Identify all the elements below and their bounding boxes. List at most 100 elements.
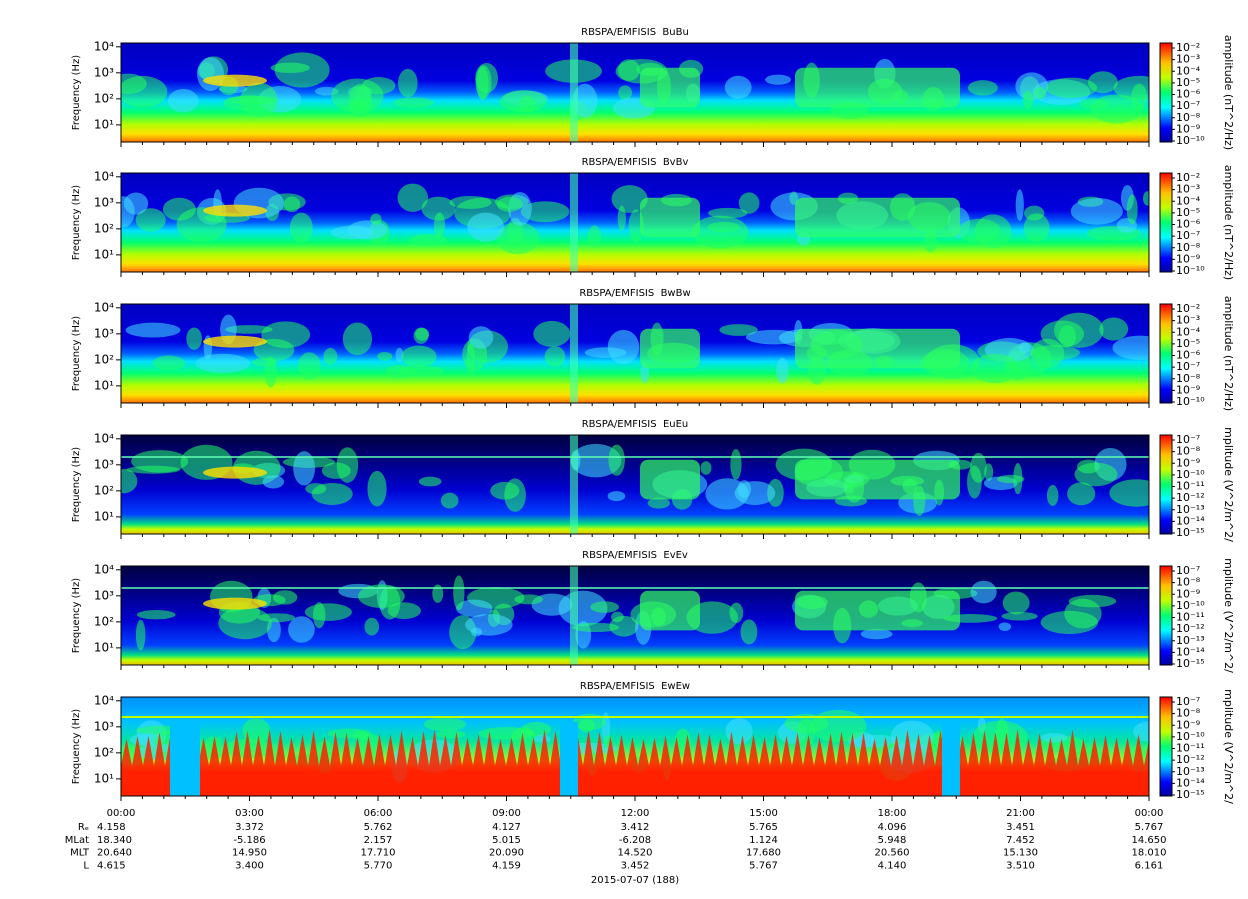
colorbar-tick-label: 10⁻¹⁵ <box>1176 526 1205 539</box>
emission <box>440 492 459 509</box>
emission <box>970 580 997 604</box>
ephemeris-value: 3.452 <box>621 860 650 871</box>
ephemeris-value: 15.130 <box>1003 848 1038 859</box>
ephemeris-value: 14.520 <box>618 848 653 859</box>
emission <box>776 357 789 384</box>
y-tick-label: 10⁴ <box>94 693 114 707</box>
colorbar-tick-label: 10⁻¹³ <box>1176 634 1205 647</box>
emission <box>304 603 352 621</box>
emission <box>738 192 760 214</box>
ephemeris-value: 4.615 <box>97 860 126 871</box>
y-tick-label: 10¹ <box>94 509 114 523</box>
colorbar-tick-label: 10⁻¹⁰ <box>1176 599 1205 612</box>
emission <box>467 212 505 242</box>
x-tick-label: 21:00 <box>1006 808 1035 819</box>
y-tick-label: 10³ <box>94 195 114 209</box>
ephemeris-value: 7.452 <box>1006 835 1035 846</box>
ephemeris-value: 5.770 <box>364 860 393 871</box>
colorbar-tick-label: 10⁻¹⁴ <box>1176 645 1205 658</box>
emission <box>1074 462 1118 487</box>
emission <box>121 196 135 228</box>
colorbar-tick-label: 10⁻⁸ <box>1176 707 1201 720</box>
emission <box>289 212 313 243</box>
ephemeris-value: 14.650 <box>1132 835 1167 846</box>
ephemeris-value: 5.765 <box>749 822 778 833</box>
y-axis-label: Frequency (Hz) <box>71 185 82 261</box>
emission <box>611 611 624 623</box>
emission <box>730 448 742 480</box>
x-tick-label: 18:00 <box>878 808 907 819</box>
emission <box>364 617 380 636</box>
emission <box>590 601 620 613</box>
x-tick-label: 12:00 <box>621 808 650 819</box>
emission <box>453 575 465 611</box>
ephemeris-row-label: L <box>83 860 89 871</box>
y-tick-label: 10³ <box>94 719 114 733</box>
emission <box>347 220 388 240</box>
emission <box>1131 83 1148 111</box>
emission <box>890 720 935 752</box>
colorbar-tick-label: 10⁻⁷ <box>1176 360 1200 373</box>
ephemeris-value: 3.510 <box>1006 860 1035 871</box>
emission <box>305 483 327 495</box>
y-tick-label: 10³ <box>94 457 114 471</box>
emission <box>496 196 523 212</box>
ephemeris-value: 18.340 <box>97 835 132 846</box>
emission <box>135 619 146 651</box>
emission <box>270 62 310 73</box>
emission <box>795 197 960 238</box>
emission <box>203 466 267 479</box>
emission <box>136 610 176 620</box>
emission <box>705 478 749 510</box>
colorbar-tick-label: 10⁻² <box>1176 41 1200 54</box>
emission <box>253 338 295 362</box>
colorbar-tick-label: 10⁻⁵ <box>1176 76 1200 89</box>
emission <box>262 475 285 489</box>
x-tick-label: 00:00 <box>107 808 136 819</box>
emission <box>126 465 181 474</box>
emission <box>511 727 536 748</box>
emission <box>1142 191 1149 206</box>
colorbar-tick-label: 10⁻⁷ <box>1176 564 1200 577</box>
emission <box>421 196 456 221</box>
spectrogram <box>121 435 1149 534</box>
emission <box>432 584 444 603</box>
emission <box>468 326 494 349</box>
emission <box>1112 335 1149 360</box>
emission <box>225 325 273 334</box>
colorbar <box>1159 172 1173 273</box>
emission <box>1034 86 1047 100</box>
colorbar-tick-label: 10⁻² <box>1176 302 1200 315</box>
y-tick-label: 10⁴ <box>94 169 114 183</box>
emission <box>240 82 278 118</box>
panel-title: RBSPA/EMFISIS EvEv <box>582 550 688 561</box>
y-tick-label: 10⁴ <box>94 39 114 53</box>
emission <box>367 470 387 507</box>
ephemeris-value: 4.158 <box>97 822 126 833</box>
colorbar-tick-label: 10⁻¹⁰ <box>1176 730 1205 743</box>
emission <box>203 335 267 348</box>
emission <box>725 717 753 745</box>
colorbar-tick-label: 10⁻⁶ <box>1176 349 1201 362</box>
y-axis-label: Frequency (Hz) <box>71 578 82 654</box>
colorbar-tick-label: 10⁻¹³ <box>1176 765 1205 778</box>
emission <box>607 491 626 502</box>
colorbar-tick-label: 10⁻⁷ <box>1176 433 1200 446</box>
ephemeris-value: 5.948 <box>878 835 907 846</box>
colorbar-tick-label: 10⁻² <box>1176 171 1200 184</box>
panel-title: RBSPA/EMFISIS BwBw <box>579 288 690 299</box>
ephemeris-row-label: Rₑ <box>78 822 89 833</box>
emission <box>397 183 429 212</box>
y-tick-label: 10⁴ <box>94 300 114 314</box>
panel-title: RBSPA/EMFISIS BvBv <box>582 157 689 168</box>
colorbar-tick-label: 10⁻¹⁴ <box>1176 514 1205 527</box>
y-axis-label: Frequency (Hz) <box>71 55 82 131</box>
ephemeris-value: 3.412 <box>621 822 650 833</box>
emission <box>167 89 199 113</box>
x-tick-label: 15:00 <box>749 808 778 819</box>
emission <box>377 351 393 361</box>
colorbar <box>1159 42 1173 143</box>
colorbar <box>1159 434 1173 535</box>
colorbar-tick-label: 10⁻⁸ <box>1176 445 1201 458</box>
colorbar-tick-label: 10⁻¹² <box>1176 491 1205 504</box>
